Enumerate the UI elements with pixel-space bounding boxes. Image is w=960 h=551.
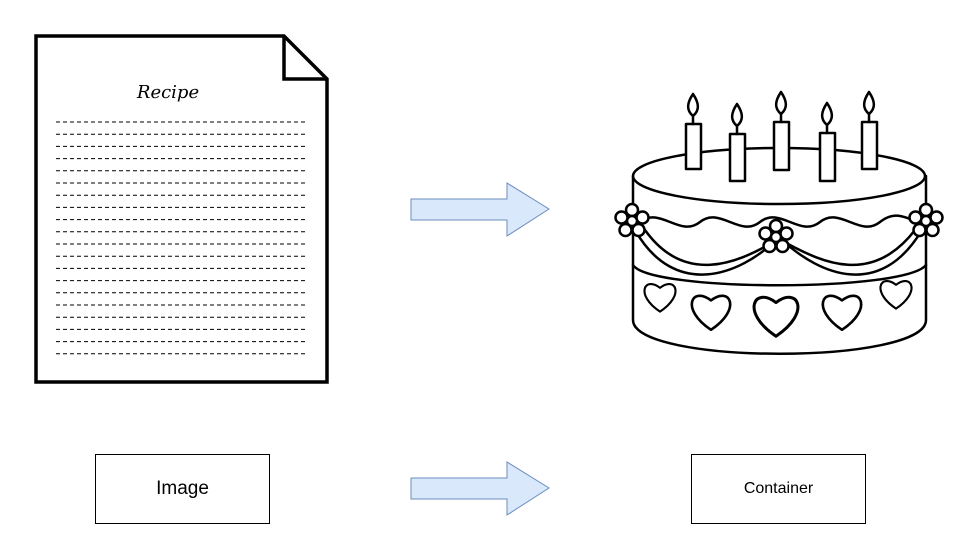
candle [860,90,879,171]
heart-decoration [690,294,732,332]
image-label: Image [156,478,209,499]
flower-decoration [614,202,650,238]
candle [818,101,837,183]
recipe-document-icon: Recipe [34,34,329,384]
image-box: Image [95,454,270,524]
container-box: Container [691,454,866,524]
candle [684,92,703,171]
birthday-cake-icon [614,90,944,355]
flower-decoration [908,202,944,238]
heart-decoration [879,280,913,310]
heart-decoration [643,283,677,313]
document-title: Recipe [136,82,199,103]
heart-decoration [752,295,800,338]
right-arrow-icon [410,182,550,237]
container-label: Container [743,480,814,497]
flower-decoration [758,218,794,254]
candle [728,102,747,183]
right-arrow-icon [410,461,550,516]
heart-decoration [821,294,863,332]
candle [772,90,791,172]
